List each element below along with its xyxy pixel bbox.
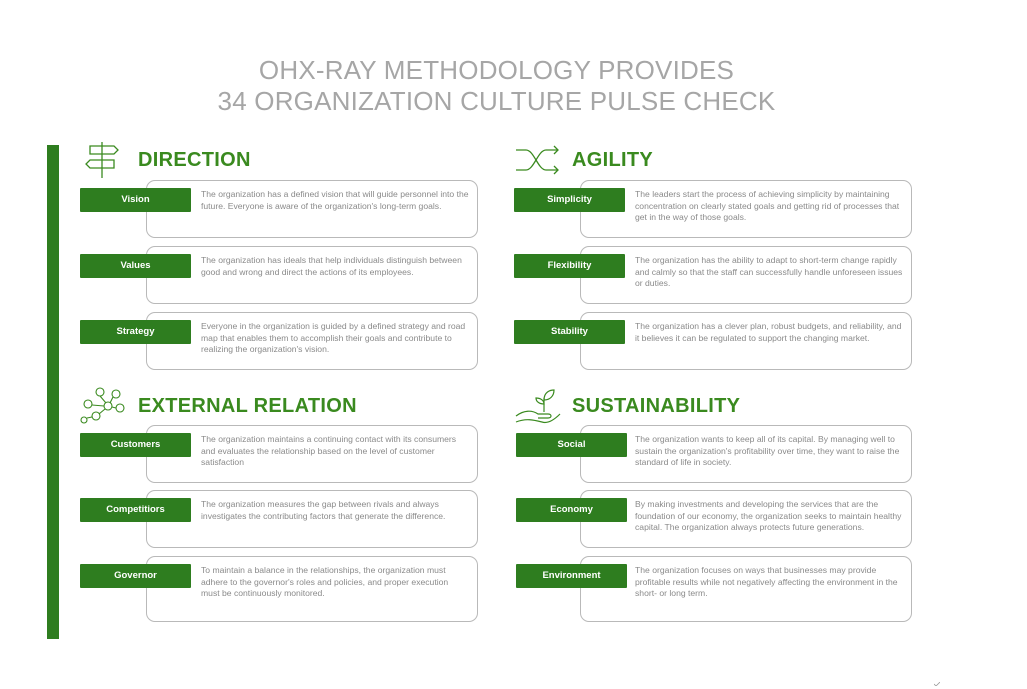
item-description: To maintain a balance in the relationshi… <box>201 565 449 599</box>
section-header: DIRECTION <box>80 140 500 180</box>
item-label: Simplicity <box>514 188 625 212</box>
list-item-competitiors: The organization measures the gap betwee… <box>80 490 480 548</box>
section-agility: AGILITY The leaders start the process of… <box>514 140 934 380</box>
section-title: EXTERNAL RELATION <box>138 395 357 417</box>
item-description: The organization wants to keep all of it… <box>635 434 900 468</box>
list-item-environment: The organization focuses on ways that bu… <box>514 556 914 622</box>
corner-mark-icon <box>934 682 940 686</box>
item-box <box>146 246 478 304</box>
section-header: AGILITY <box>514 140 934 180</box>
section-external-relation: EXTERNAL RELATION The organization maint… <box>80 386 500 626</box>
list-item-values: The organization has ideals that help in… <box>80 246 480 304</box>
item-box <box>580 180 912 238</box>
item-box <box>146 425 478 483</box>
network-people-icon <box>80 387 125 424</box>
list-item-social: The organization wants to keep all of it… <box>514 425 914 483</box>
item-label: Social <box>516 433 627 457</box>
item-label: Stability <box>514 320 625 344</box>
item-label: Customers <box>80 433 191 457</box>
item-label: Competitiors <box>80 498 191 522</box>
item-label: Governor <box>80 564 191 588</box>
hand-plant-icon <box>515 389 561 424</box>
item-description: The organization has a defined vision th… <box>201 189 469 211</box>
list-item-vision: The organization has a defined vision th… <box>80 180 480 238</box>
list-item-simplicity: The leaders start the process of achievi… <box>514 180 914 238</box>
section-header: SUSTAINABILITY <box>514 386 934 426</box>
page-title: OHX-RAY METHODOLOGY PROVIDES 34 ORGANIZA… <box>0 55 993 117</box>
item-box <box>580 425 912 483</box>
item-description: Everyone in the organization is guided b… <box>201 321 466 355</box>
item-box <box>580 556 912 622</box>
item-label: Vision <box>80 188 191 212</box>
list-item-strategy: Everyone in the organization is guided b… <box>80 312 480 370</box>
title-line-2: 34 ORGANIZATION CULTURE PULSE CHECK <box>217 86 776 116</box>
section-sustainability: SUSTAINABILITY The organization wants to… <box>514 386 934 626</box>
item-description: The leaders start the process of achievi… <box>635 189 900 223</box>
accent-bar <box>47 145 59 639</box>
item-label: Strategy <box>80 320 191 344</box>
item-description: The organization maintains a continuing … <box>201 434 457 468</box>
item-description: By making investments and developing the… <box>635 499 902 533</box>
item-description: The organization has a clever plan, robu… <box>635 321 902 343</box>
item-description: The organization has the ability to adap… <box>635 255 903 289</box>
item-label: Environment <box>516 564 627 588</box>
shuffle-arrows-icon <box>516 145 559 175</box>
list-item-flexibility: The organization has the ability to adap… <box>514 246 914 304</box>
item-box <box>580 312 912 370</box>
item-description: The organization measures the gap betwee… <box>201 499 446 521</box>
list-item-customers: The organization maintains a continuing … <box>80 425 480 483</box>
item-box <box>580 246 912 304</box>
item-box <box>580 490 912 548</box>
item-label: Flexibility <box>514 254 625 278</box>
item-box <box>146 556 478 622</box>
title-line-1: OHX-RAY METHODOLOGY PROVIDES <box>258 55 735 85</box>
list-item-stability: The organization has a clever plan, robu… <box>514 312 914 370</box>
signpost-icon <box>85 142 119 178</box>
list-item-governor: To maintain a balance in the relationshi… <box>80 556 480 622</box>
section-header: EXTERNAL RELATION <box>80 386 500 426</box>
section-title: DIRECTION <box>138 149 251 171</box>
item-box <box>146 490 478 548</box>
item-label: Economy <box>516 498 627 522</box>
section-title: SUSTAINABILITY <box>572 395 741 417</box>
section-title: AGILITY <box>572 149 653 171</box>
item-description: The organization has ideals that help in… <box>201 255 462 277</box>
item-description: The organization focuses on ways that bu… <box>635 565 898 599</box>
list-item-economy: By making investments and developing the… <box>514 490 914 548</box>
section-direction: DIRECTION The organization has a defined… <box>80 140 500 380</box>
item-label: Values <box>80 254 191 278</box>
